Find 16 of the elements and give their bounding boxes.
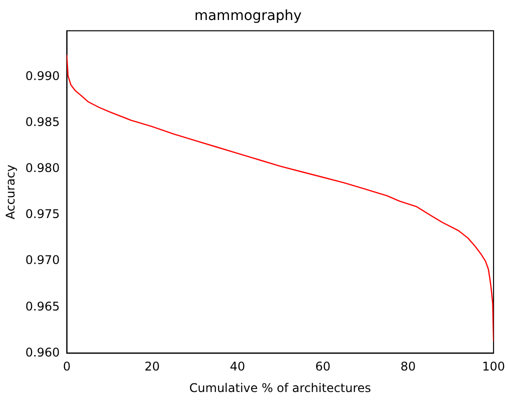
x-tick-label: 100	[482, 360, 505, 374]
y-tick-label: 0.960	[25, 345, 60, 360]
y-tick-label: 0.970	[25, 253, 60, 268]
x-tick-label: 0	[62, 360, 71, 374]
y-axis-title: Accuracy	[3, 164, 18, 220]
chart-title: mammography	[194, 8, 302, 24]
x-tick-label: 40	[230, 360, 246, 374]
x-tick-label: 80	[400, 360, 416, 374]
y-tick-label: 0.985	[25, 115, 60, 130]
x-axis-title: Cumulative % of architectures	[189, 380, 372, 395]
y-tick-label: 0.975	[25, 207, 60, 222]
x-tick-label: 60	[315, 360, 330, 374]
x-tick-label: 20	[144, 360, 160, 374]
y-tick-label: 0.965	[25, 299, 60, 314]
y-tick-label: 0.990	[25, 68, 60, 83]
y-tick-label: 0.980	[25, 161, 60, 176]
